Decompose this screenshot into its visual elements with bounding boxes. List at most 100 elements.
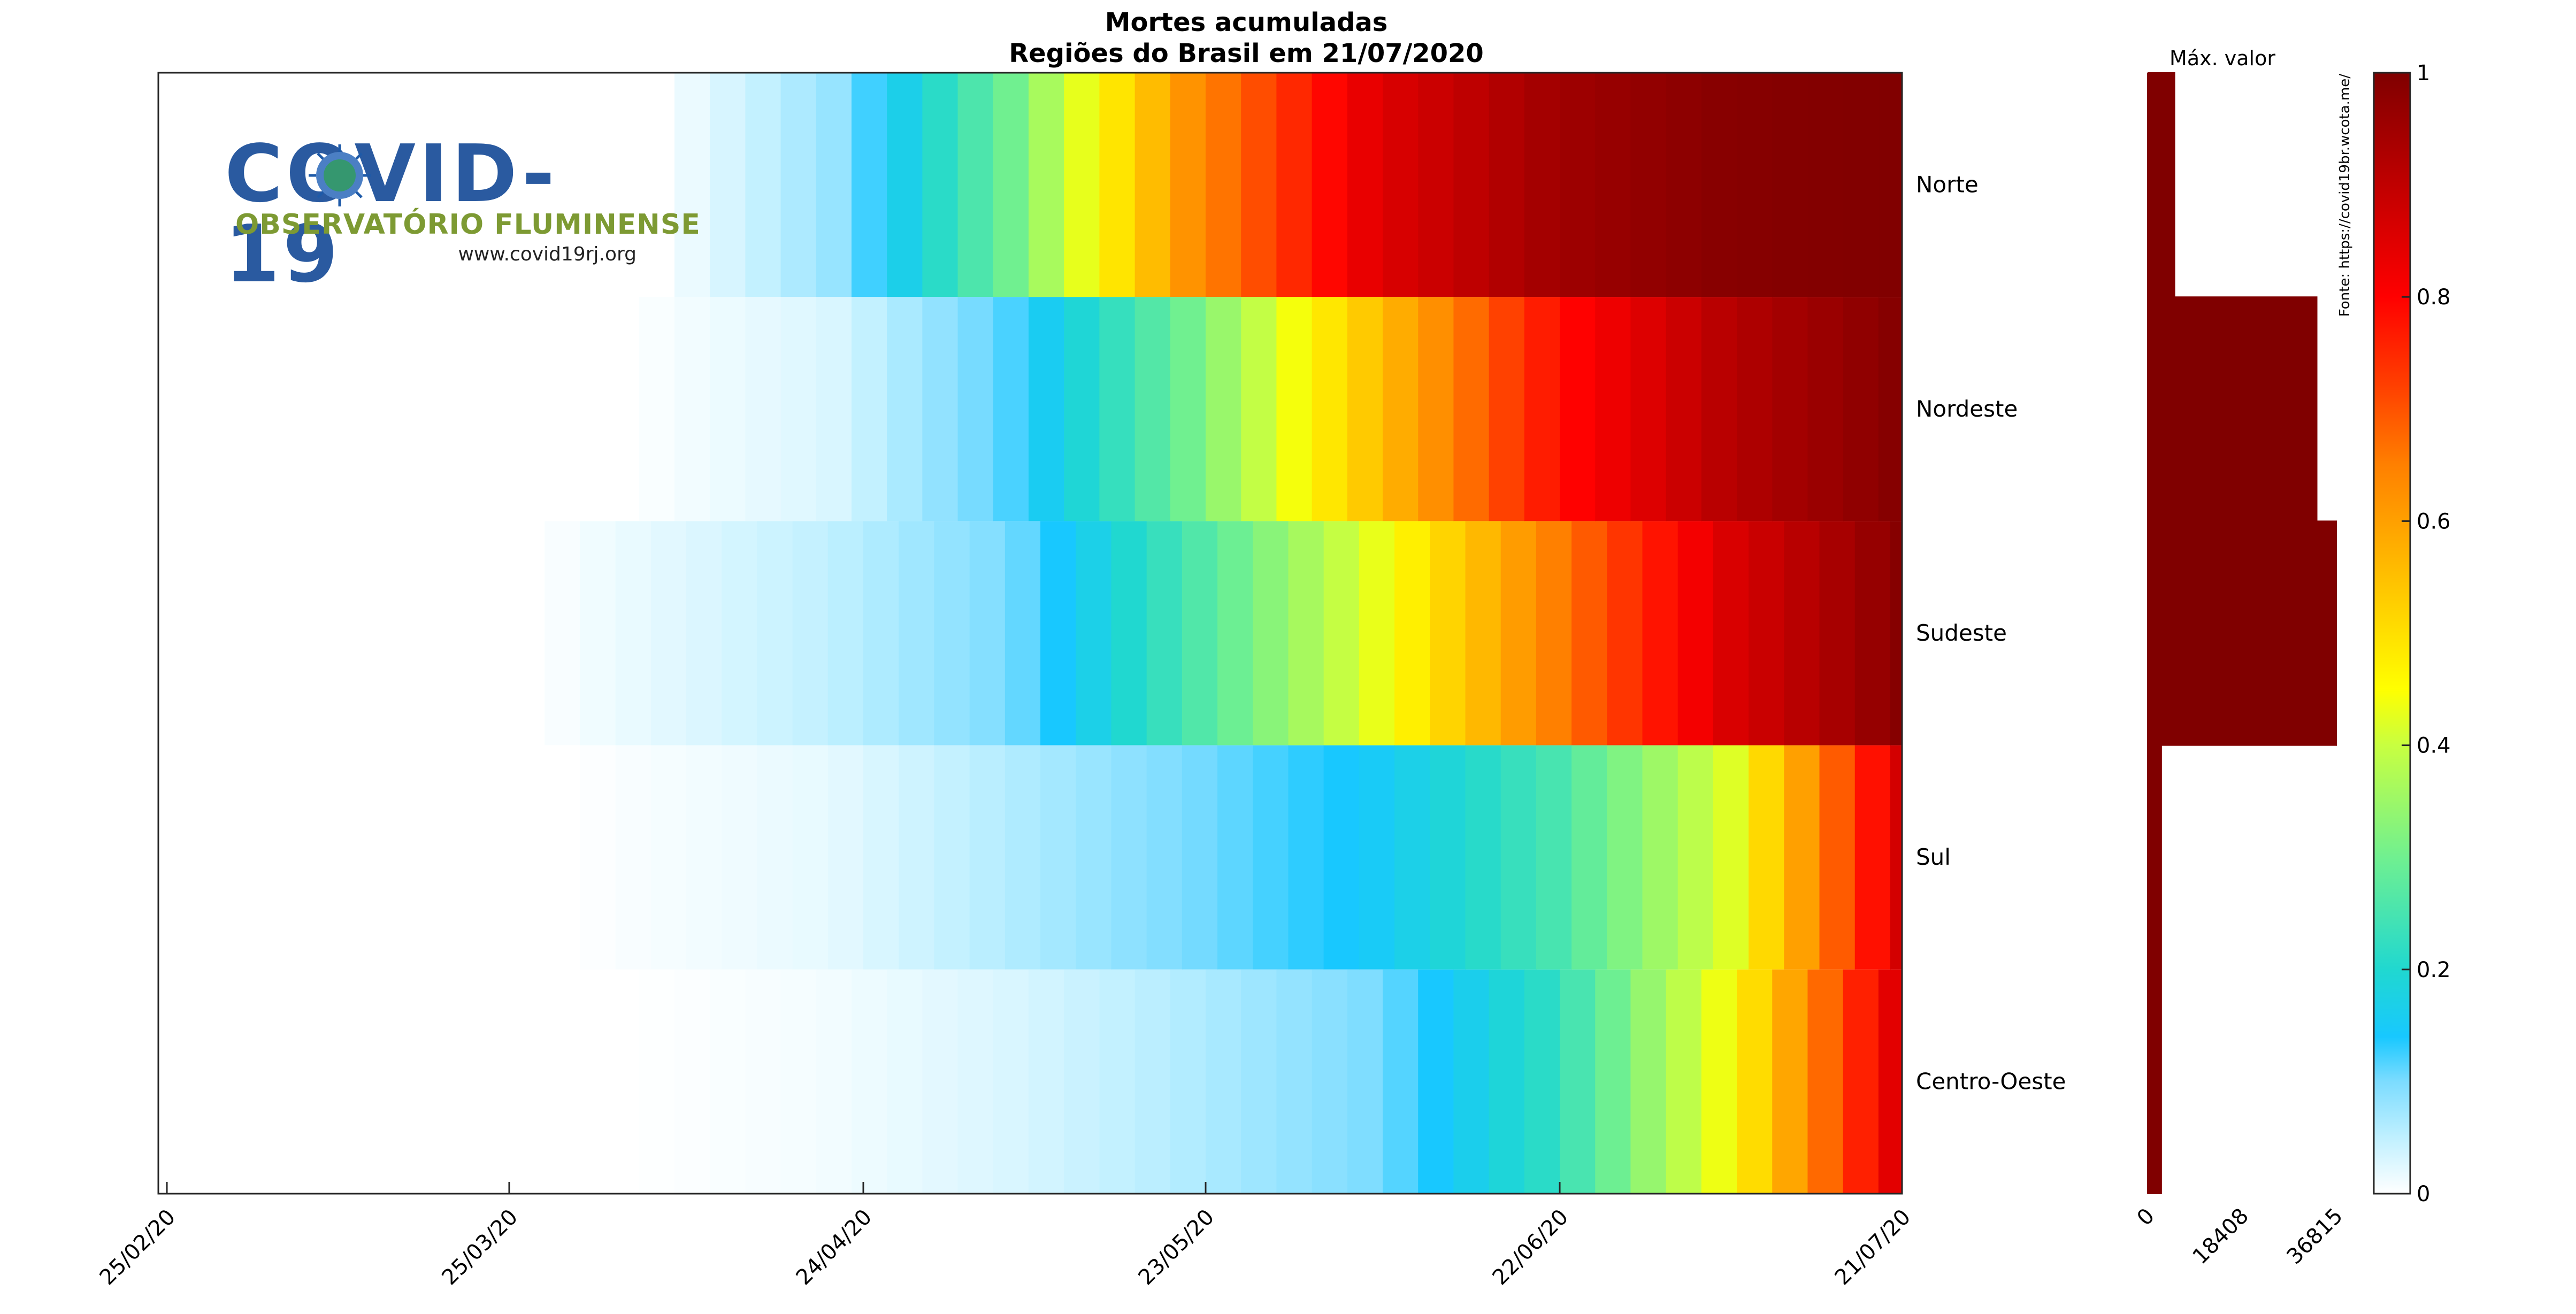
heatmap-cell [1241,297,1277,521]
heatmap-row-sudeste [509,521,1903,746]
heatmap-cell [1418,969,1454,1194]
heatmap-cell [1677,745,1714,970]
heatmap-cell [1005,521,1041,746]
heatmap-cell [1170,297,1206,521]
heatmap-cell [1607,745,1643,970]
heatmap-cell [1713,745,1749,970]
heatmap-cell [1489,73,1525,297]
heatmap-cell [1666,297,1702,521]
heatmap-cell [580,521,616,746]
heatmap-cell [851,73,887,297]
x-tick-label: 24/04/20 [792,1205,877,1290]
heatmap-cell [674,297,710,521]
logo-title: COVID-19 [225,128,558,300]
heatmap-cell [674,969,710,1194]
heatmap-cell [1701,969,1737,1194]
x-tick-label: 25/02/20 [95,1205,181,1290]
max-value-bars: 0 18408 36815 [2133,72,2348,1269]
heatmap-cell [639,73,675,297]
heatmap-row-sul [545,745,1903,970]
heatmap-cell [1253,745,1289,970]
row-label-nordeste: Nordeste [1916,396,2018,422]
heatmap-cell [1807,73,1844,297]
heatmap-cell [1843,297,1879,521]
heatmap-row-norte [639,73,1903,297]
row-label-sudeste: Sudeste [1916,620,2007,646]
heatmap-cell [993,297,1029,521]
heatmap-cell [1288,745,1324,970]
x-tick-label: 21/07/20 [1830,1205,1916,1290]
chart-title: Mortes acumuladas [1105,7,1388,37]
heatmap-cell [1099,969,1136,1194]
heatmap-cell [1241,969,1277,1194]
heatmap-cell [1630,73,1667,297]
heatmap-cell [1713,521,1749,746]
heatmap-cell [1737,73,1773,297]
heatmap-cell [1524,297,1560,521]
heatmap-cell [639,297,675,521]
heatmap-cell [1064,297,1100,521]
heatmap-cell [969,745,1006,970]
heatmap-cell [1217,521,1254,746]
heatmap-cell [957,297,994,521]
heatmap-cell [1701,73,1737,297]
heatmap-cell [1170,73,1206,297]
heatmap-cell [1465,745,1501,970]
heatmap-cell [1642,521,1678,746]
heatmap-cell [1500,745,1537,970]
heatmap-cell [922,297,959,521]
heatmap-cell [615,745,651,970]
heatmap-cell [1560,969,1596,1194]
heatmap-cell [722,521,758,746]
heatmap-frame [157,72,1903,1195]
heatmap-cell [1312,297,1348,521]
row-label-centro-oeste: Centro-Oeste [1916,1068,2066,1094]
heatmap-cell [993,73,1029,297]
heatmap-cell [1134,297,1171,521]
heatmap-cell [1134,73,1171,297]
row-label-norte: Norte [1916,172,1979,198]
heatmap-cell [1560,73,1596,297]
chart-subtitle: Regiões do Brasil em 21/07/2020 [1009,39,1484,68]
row-label-sul: Sul [1916,844,1951,870]
heatmap-cell [710,297,746,521]
heatmap-cell [1878,297,1903,521]
heatmap-cell [887,73,923,297]
heatmap-cell [603,969,640,1194]
heatmap-cell [922,73,959,297]
heatmap-cell [1536,521,1572,746]
heatmap-cell [1701,297,1737,521]
heatmap-cell [722,745,758,970]
side-tick-label: 0 [2133,1204,2160,1231]
heatmap-cell [827,745,864,970]
heatmap-cell [1111,745,1147,970]
heatmap-cell [650,745,687,970]
heatmap-cell [1819,745,1856,970]
heatmap-cell [686,521,722,746]
heatmap-cell [1076,745,1112,970]
heatmap-cell [1394,745,1431,970]
heatmap-cell [1276,297,1313,521]
heatmap-cell [1005,745,1041,970]
heatmap-cell [922,969,959,1194]
heatmap-cell [1347,297,1383,521]
heatmap-cell [1536,745,1572,970]
heatmap-cell [1890,521,1903,746]
heatmap-cell [827,521,864,746]
heatmap-cell [1784,745,1820,970]
heatmap-cell [1383,969,1419,1194]
heatmap-cell [710,969,746,1194]
heatmap-cell [1241,73,1277,297]
heatmap-cell [934,521,970,746]
heatmap-cell [780,969,817,1194]
heatmap-cell [1630,297,1667,521]
heatmap-cell [1323,745,1360,970]
heatmap-cell [1276,969,1313,1194]
heatmap-cell [1182,521,1218,746]
logo-subtitle: OBSERVATÓRIO FLUMINENSE [235,209,701,241]
heatmap-cell [792,521,829,746]
colorbar-ticks: 0 0.2 0.4 0.6 0.8 1 [2402,61,2451,1207]
heatmap-cell [509,521,545,746]
heatmap-cell [545,745,581,970]
source-label: Fonte: https://covid19br.wcota.me/ [2337,74,2353,317]
